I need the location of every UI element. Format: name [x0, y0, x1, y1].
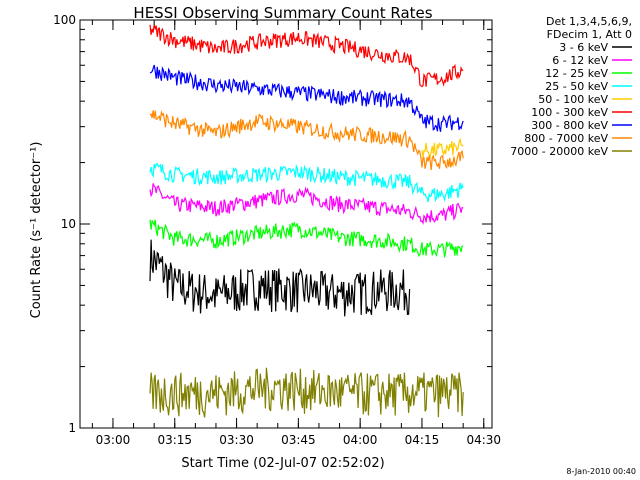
x-tick-label: 03:45	[281, 433, 316, 447]
x-tick-label: 04:30	[466, 433, 501, 447]
legend-header-line-2: FDecim 1, Att 0	[547, 28, 632, 41]
x-tick-label: 03:30	[219, 433, 254, 447]
y-axis: 1 10 100	[53, 13, 492, 435]
x-tick-label: 03:00	[96, 433, 131, 447]
plot-frame	[79, 19, 493, 429]
y-tick-label: 1	[68, 421, 76, 435]
x-tick-label: 03:15	[157, 433, 192, 447]
x-tick-label: 04:15	[405, 433, 440, 447]
x-axis-label: Start Time (02-Jul-07 02:52:02)	[181, 456, 384, 471]
legend-label: 300 - 800 keV	[531, 119, 608, 132]
series-line	[421, 137, 464, 159]
legend-entry: 12 - 25 keV	[545, 67, 632, 80]
legend-entry: 3 - 6 keV	[559, 41, 632, 54]
x-tick-label: 04:00	[343, 433, 378, 447]
legend-entry: 50 - 100 keV	[538, 93, 632, 106]
series-line	[149, 367, 464, 418]
series-line	[149, 110, 464, 171]
legend-label: 6 - 12 keV	[552, 54, 608, 67]
y-tick-label: 100	[53, 13, 76, 27]
legend-label: 800 - 7000 keV	[524, 132, 608, 145]
legend-label: 3 - 6 keV	[559, 41, 608, 54]
series-8	[149, 110, 464, 171]
series-6	[149, 24, 464, 88]
series-line	[149, 239, 411, 317]
series-7	[149, 64, 464, 132]
series-3	[149, 219, 464, 258]
legend-entry: 6 - 12 keV	[552, 54, 632, 67]
series-9	[149, 367, 464, 418]
chart-title: HESSI Observing Summary Count Rates	[133, 4, 432, 22]
legend-entry: 300 - 800 keV	[531, 119, 632, 132]
series-1	[149, 239, 411, 317]
series-line	[149, 64, 464, 132]
legend: Det 1,3,4,5,6,9, FDecim 1, Att 0 3 - 6 k…	[510, 15, 632, 158]
series-line	[149, 183, 464, 225]
series-2	[149, 183, 464, 225]
legend-label: 25 - 50 keV	[545, 80, 608, 93]
series-5	[421, 137, 464, 159]
plot-area	[149, 24, 464, 418]
legend-label: 12 - 25 keV	[545, 67, 608, 80]
y-tick-label: 10	[61, 217, 76, 231]
series-line	[149, 24, 464, 88]
legend-header-line-1: Det 1,3,4,5,6,9,	[546, 15, 632, 28]
series-4	[149, 162, 464, 203]
legend-label: 50 - 100 keV	[538, 93, 608, 106]
footer-timestamp: 8-Jan-2010 00:40	[566, 467, 636, 476]
legend-label: 100 - 300 keV	[531, 106, 608, 119]
legend-entry: 25 - 50 keV	[545, 80, 632, 93]
legend-entry: 800 - 7000 keV	[524, 132, 632, 145]
x-axis: 03:00 03:15 03:30 03:45 04:00 04:15 04:30	[91, 20, 501, 447]
legend-entry: 7000 - 20000 keV	[510, 145, 632, 158]
series-line	[149, 162, 464, 203]
legend-label: 7000 - 20000 keV	[510, 145, 608, 158]
y-axis-label: Count Rate (s⁻¹ detector⁻¹)	[29, 142, 44, 319]
series-line	[149, 219, 464, 258]
legend-entry: 100 - 300 keV	[531, 106, 632, 119]
